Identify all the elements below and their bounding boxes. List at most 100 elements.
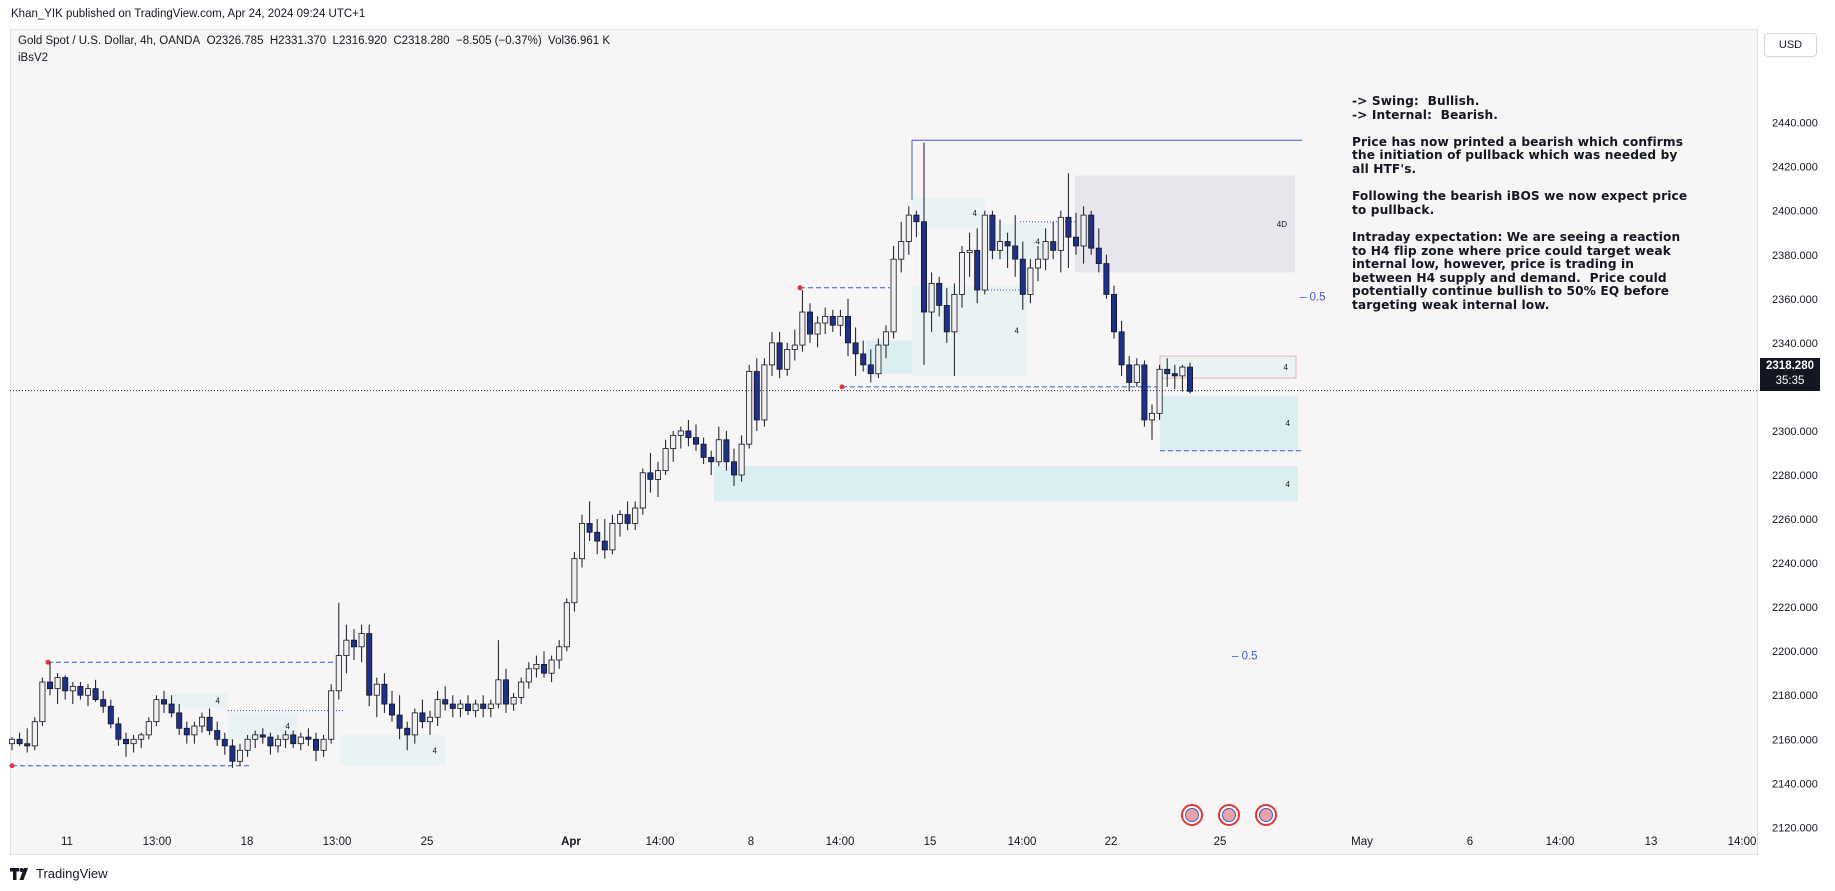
candle-bear bbox=[860, 353, 867, 366]
candle-bear bbox=[1111, 294, 1118, 333]
candle-bull bbox=[274, 738, 281, 747]
y-tick-label: 2440.000 bbox=[1772, 118, 1818, 130]
candle-bull bbox=[639, 472, 646, 509]
candle-bear bbox=[936, 282, 943, 306]
candle-bull bbox=[31, 721, 38, 747]
candle-bull bbox=[533, 664, 540, 670]
candle-bull bbox=[297, 736, 304, 745]
candle-bear bbox=[943, 305, 950, 333]
eq-level-label: – 0.5 bbox=[1300, 292, 1326, 304]
analysis-text-note[interactable]: -> Swing: Bullish. -> Internal: Bearish.… bbox=[1352, 94, 1688, 312]
candle-bull bbox=[769, 342, 776, 366]
candle-bull bbox=[632, 507, 639, 524]
candle-bear bbox=[845, 316, 852, 344]
candle-bear bbox=[480, 703, 487, 709]
currency-button[interactable]: USD bbox=[1764, 33, 1817, 57]
candle-bull bbox=[1156, 368, 1163, 414]
candle-bull bbox=[959, 252, 966, 295]
x-tick-label: 15 bbox=[924, 836, 937, 848]
legend-change: −8.505 (−0.37%) bbox=[455, 35, 542, 47]
candle-bull bbox=[1035, 258, 1042, 269]
candle-bull bbox=[358, 633, 365, 648]
candle-bull bbox=[252, 734, 259, 740]
historic-zone-label: 4 bbox=[1036, 238, 1041, 247]
x-tick-label: 25 bbox=[1214, 836, 1227, 848]
candle-bear bbox=[442, 699, 449, 705]
candle-bull bbox=[905, 214, 912, 242]
candle-bull bbox=[198, 716, 205, 727]
candle-bear bbox=[807, 311, 814, 335]
candle-bear bbox=[700, 443, 707, 458]
historic-zone-label: 4 bbox=[286, 722, 291, 731]
us-flag-icon bbox=[1185, 808, 1199, 822]
historic-zone-label: 4 bbox=[1015, 327, 1020, 336]
candle-bull bbox=[85, 688, 92, 696]
candle-bull bbox=[434, 699, 441, 718]
candle-bull bbox=[677, 430, 684, 436]
x-tick-label: 14:00 bbox=[1728, 836, 1757, 848]
tradingview-logo-text: TradingView bbox=[36, 866, 108, 881]
candle-bear bbox=[1050, 241, 1057, 251]
legend-low: L2316.920 bbox=[332, 35, 387, 47]
y-tick-label: 2340.000 bbox=[1772, 338, 1818, 350]
candle-bull bbox=[282, 734, 289, 740]
candle-bear bbox=[601, 540, 608, 551]
candle-bull bbox=[328, 690, 335, 740]
y-tick-label: 2300.000 bbox=[1772, 426, 1818, 438]
candle-bear bbox=[290, 734, 297, 745]
y-tick-label: 2240.000 bbox=[1772, 558, 1818, 570]
candle-bear bbox=[100, 699, 107, 707]
symbol-name: Gold Spot / U.S. Dollar, 4h, OANDA bbox=[18, 35, 201, 47]
candle-bull bbox=[343, 639, 350, 656]
candle-bear bbox=[366, 633, 373, 696]
candle-bull bbox=[670, 434, 677, 449]
pivot-dot bbox=[797, 285, 803, 291]
candle-bear bbox=[47, 681, 54, 690]
tradingview-logo[interactable]: TradingView bbox=[10, 866, 108, 881]
candle-bear bbox=[176, 712, 183, 729]
candle-bear bbox=[123, 738, 130, 745]
candle-bear bbox=[1126, 364, 1133, 383]
x-tick-label: 13 bbox=[1645, 836, 1658, 848]
candle-bear bbox=[541, 664, 548, 674]
indicator-name[interactable]: iBsV2 bbox=[18, 52, 49, 64]
candle-bull bbox=[563, 602, 570, 648]
us-flag-icon bbox=[1259, 808, 1273, 822]
candle-bull bbox=[495, 679, 502, 705]
candle-bear bbox=[221, 738, 228, 747]
candle-bear bbox=[921, 221, 928, 313]
candle-bear bbox=[77, 686, 84, 696]
candle-bear bbox=[419, 712, 426, 723]
candle-bear bbox=[62, 677, 69, 692]
zone-label: 4D bbox=[1277, 220, 1287, 229]
y-tick-label: 2360.000 bbox=[1772, 294, 1818, 306]
candle-bear bbox=[1187, 366, 1194, 392]
candle-bull bbox=[875, 344, 882, 375]
publish-header: Khan_YIK published on TradingView.com, A… bbox=[0, 0, 1835, 29]
y-tick-label: 2220.000 bbox=[1772, 602, 1818, 614]
candle-bull bbox=[153, 699, 160, 723]
x-tick-label: 13:00 bbox=[323, 836, 352, 848]
historic-zone-label: 4 bbox=[433, 746, 438, 755]
candle-bull bbox=[244, 738, 251, 751]
candle-bear bbox=[396, 714, 403, 729]
indicator-legend[interactable]: iBsV2 bbox=[18, 52, 48, 64]
legend-volume: Vol36.961 K bbox=[548, 35, 611, 47]
candle-bear bbox=[776, 342, 783, 370]
chart-pane[interactable] bbox=[10, 29, 1758, 855]
candle-bull bbox=[883, 331, 890, 346]
candle-bear bbox=[1004, 241, 1011, 247]
x-tick-label: 11 bbox=[61, 836, 73, 848]
candle-bear bbox=[1088, 214, 1095, 249]
candle-bull bbox=[997, 241, 1004, 251]
candle-bear bbox=[594, 531, 601, 542]
candle-bull bbox=[236, 749, 243, 762]
candle-bull bbox=[426, 716, 433, 723]
historic-zone bbox=[165, 693, 228, 709]
candle-bull bbox=[822, 316, 829, 324]
candle-bear bbox=[267, 736, 274, 747]
candle-bull bbox=[1149, 412, 1156, 421]
bar-countdown: 35:35 bbox=[1775, 375, 1805, 387]
candle-bull bbox=[617, 514, 624, 524]
